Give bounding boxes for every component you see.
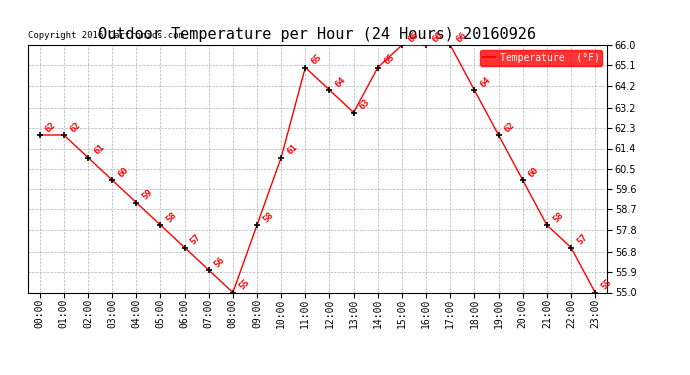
Text: 58: 58 [165,210,179,224]
Text: 66: 66 [406,30,420,44]
Text: 55: 55 [237,278,251,292]
Text: 61: 61 [92,143,106,157]
Text: 58: 58 [551,210,565,224]
Text: Copyright 2016 Cartronics.com: Copyright 2016 Cartronics.com [28,31,184,40]
Text: 66: 66 [431,30,444,44]
Text: 66: 66 [455,30,469,44]
Text: 61: 61 [286,143,299,157]
Text: 59: 59 [141,188,155,202]
Text: 57: 57 [575,233,589,247]
Text: 62: 62 [68,120,82,134]
Title: Outdoor Temperature per Hour (24 Hours) 20160926: Outdoor Temperature per Hour (24 Hours) … [99,27,536,42]
Legend: Temperature  (°F): Temperature (°F) [480,50,602,66]
Text: 57: 57 [189,233,203,247]
Text: 65: 65 [382,53,396,67]
Text: 56: 56 [213,255,227,269]
Text: 65: 65 [310,53,324,67]
Text: 60: 60 [527,165,541,179]
Text: 64: 64 [479,75,493,89]
Text: 58: 58 [262,210,275,224]
Text: 63: 63 [358,98,372,112]
Text: 55: 55 [600,278,613,292]
Text: 64: 64 [334,75,348,89]
Text: 62: 62 [503,120,517,134]
Text: 62: 62 [44,120,58,134]
Text: 60: 60 [117,165,130,179]
